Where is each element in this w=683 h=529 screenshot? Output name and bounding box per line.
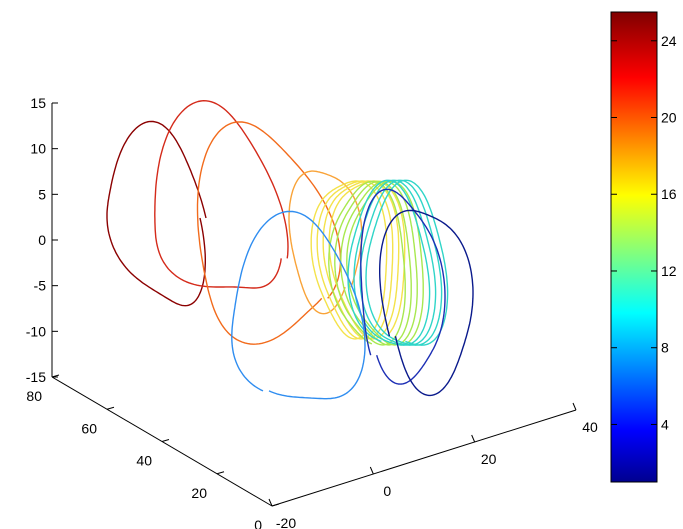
depth-tick-label: 80	[26, 388, 42, 404]
colorbar: 24 20 16 12 8 4	[610, 11, 677, 483]
z-tick-label: -5	[34, 278, 47, 294]
series-curve	[231, 210, 366, 400]
x-tick-label: 20	[481, 451, 497, 467]
x-tick-label: 40	[582, 419, 598, 435]
z-tick-label: 10	[30, 141, 46, 157]
z-tick-label: -10	[26, 323, 46, 339]
series-curve	[288, 170, 363, 315]
x-tick-mark	[471, 434, 476, 443]
colorbar-tick-label: 12	[661, 263, 677, 279]
depth-tick-label: 60	[81, 420, 97, 436]
colorbar-tick-label: 8	[661, 340, 669, 356]
x-tick-label: -20	[276, 515, 296, 529]
colorbar-tick-label: 4	[661, 416, 669, 432]
colorbar-tick-label: 24	[661, 33, 677, 49]
x-tick-mark	[572, 402, 577, 411]
z-tick-label: 5	[38, 186, 46, 202]
depth-tick-mark	[216, 471, 225, 475]
chart-ticks: 15 10 5 0 -5 -10 -15 80 60 40 20 0 -20 0 20 40	[26, 95, 598, 529]
depth-tick-label: 40	[136, 453, 152, 469]
colorbar-tick-label: 20	[661, 110, 677, 126]
depth-tick-mark	[161, 439, 170, 442]
depth-tick-mark	[271, 503, 280, 507]
series-curve	[106, 120, 207, 307]
colorbar-gradient	[610, 11, 658, 483]
depth-tick-label: 0	[254, 517, 262, 529]
series-curve	[360, 188, 446, 385]
chart-curves	[106, 99, 474, 400]
series-curve	[379, 209, 474, 397]
x-tick-mark	[268, 498, 273, 507]
z-tick-label: 0	[38, 232, 46, 248]
chart-axes	[51, 103, 577, 507]
z-tick-label: -15	[26, 369, 46, 385]
x-tick-mark	[369, 466, 374, 475]
x-axis-line	[271, 409, 577, 507]
depth-tick-mark	[106, 406, 115, 410]
series-curve	[196, 121, 342, 345]
series-curve	[347, 179, 449, 346]
z-tick-label: 15	[30, 95, 46, 111]
series-curve	[328, 180, 424, 346]
depth-tick-label: 20	[191, 485, 207, 501]
colorbar-tick-label: 16	[661, 186, 677, 202]
depth-tick-mark	[51, 374, 60, 378]
x-tick-label: 0	[383, 483, 391, 499]
